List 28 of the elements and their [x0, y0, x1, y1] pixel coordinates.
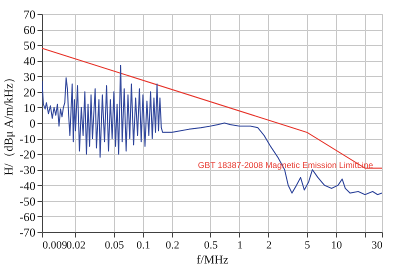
y-tick-label: -40 — [20, 178, 36, 193]
y-tick-label: 70 — [24, 8, 36, 22]
x-tick-label: 0.1 — [136, 240, 150, 252]
y-tick-label: 10 — [24, 100, 36, 115]
y-tick-label: -70 — [20, 226, 36, 240]
y-tick-label: -50 — [20, 194, 36, 208]
y-tick-label: 30 — [24, 70, 36, 84]
x-tick-label: 0.02 — [66, 240, 86, 252]
x-axis-title: f/MHz — [196, 252, 228, 266]
y-tick-label: -30 — [20, 163, 36, 178]
x-tick-label: 2 — [266, 240, 272, 252]
y-tick-label: -10 — [20, 132, 36, 146]
y-tick-label: 60 — [24, 23, 36, 38]
x-tick-label: 5 — [304, 240, 311, 252]
x-tick-label: 30 — [372, 240, 383, 252]
x-tick-label: 0.5 — [204, 240, 218, 252]
x-tick-label: 0.05 — [104, 240, 124, 252]
x-tick-label: 1 — [237, 240, 243, 252]
x-tick-label: 0.2 — [166, 240, 180, 252]
y-tick-label: 20 — [24, 85, 36, 100]
y-tick-label: 40 — [24, 54, 36, 68]
y-tick-label: 0 — [30, 116, 36, 130]
y-tick-label: -20 — [20, 148, 36, 162]
x-tick-label: 10 — [330, 240, 342, 252]
x-tick-label: 0.009 — [42, 240, 68, 252]
y-tick-label: 50 — [24, 38, 36, 53]
y-tick-label: -60 — [20, 210, 36, 224]
y-axis-title: H/（dBμ A/m/kHz） — [2, 71, 16, 176]
